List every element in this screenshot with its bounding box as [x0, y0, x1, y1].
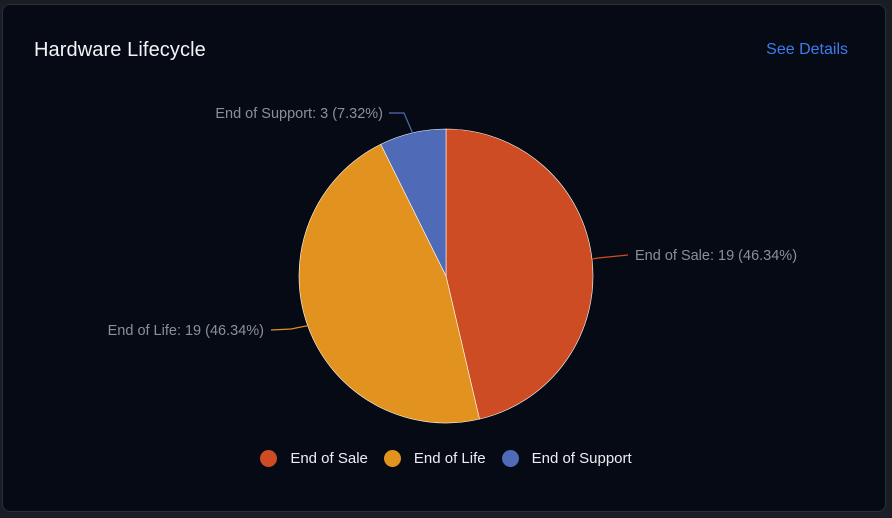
legend-marker-end-of-support — [501, 450, 519, 467]
legend-marker-end-of-sale — [260, 450, 278, 467]
pie-slice-end-of-support[interactable] — [380, 128, 447, 277]
pie-slice-end-of-sale[interactable] — [445, 128, 594, 420]
leader-line-end-of-sale — [591, 254, 629, 260]
see-details-link[interactable]: See Details — [766, 41, 848, 58]
legend-item-end-of-sale[interactable]: End of Sale — [260, 450, 368, 467]
data-label-end-of-sale: End of Sale: 19 (46.34%) — [635, 248, 797, 264]
legend-marker-end-of-life — [383, 450, 401, 467]
legend-label: End of Sale — [290, 450, 368, 467]
legend-item-end-of-life[interactable]: End of Life — [383, 450, 486, 467]
chart-legend: End of Sale End of Life End of Support — [0, 450, 892, 467]
data-label-end-of-support: End of Support: 3 (7.32%) — [215, 106, 383, 122]
data-label-end-of-life: End of Life: 19 (46.34%) — [108, 323, 264, 339]
legend-label: End of Life — [413, 450, 486, 467]
leader-line-end-of-life — [270, 325, 308, 331]
leader-line-end-of-support — [389, 112, 414, 134]
card-title: Hardware Lifecycle — [34, 39, 206, 61]
legend-label: End of Support — [531, 450, 632, 467]
pie-slice-end-of-life[interactable] — [298, 143, 480, 424]
legend-item-end-of-support[interactable]: End of Support — [501, 450, 632, 467]
